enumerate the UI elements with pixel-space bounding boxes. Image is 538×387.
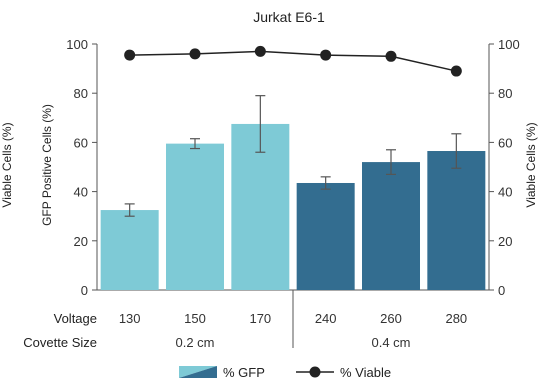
viable-point	[124, 49, 136, 61]
voltage-tick-labels: 130 150 170 240 260 280	[119, 311, 467, 326]
gfp-bar	[427, 151, 486, 290]
viable-line	[129, 50, 457, 72]
left-y-tick-label: 40	[74, 185, 88, 200]
right-y-tick-label: 100	[498, 37, 520, 52]
voltage-tick-label: 170	[249, 311, 271, 326]
viable-point	[385, 50, 397, 62]
cuvette-size-labels: 0.2 cm 0.4 cm	[175, 335, 410, 350]
chart-title: Jurkat E6-1	[253, 9, 325, 25]
viable-series	[124, 45, 462, 77]
cuvette-row-label: Covette Size	[23, 335, 97, 350]
right-y-axis-title: Viable Cells (%)	[524, 122, 538, 207]
left-y-tick-label: 20	[74, 234, 88, 249]
gfp-bars	[100, 123, 486, 290]
right-y-tick-label: 60	[498, 135, 512, 150]
viable-point	[320, 49, 332, 61]
legend-gfp-label: % GFP	[223, 365, 265, 380]
legend: % GFP % Viable	[179, 365, 391, 380]
voltage-tick-label: 260	[380, 311, 402, 326]
left-y-tick-label: 0	[81, 283, 88, 298]
legend-viable-label: % Viable	[340, 365, 391, 380]
cuvette-size-label: 0.4 cm	[371, 335, 410, 350]
legend-viable-marker	[309, 366, 321, 378]
left-y-tick-label: 100	[66, 37, 88, 52]
viable-point	[189, 48, 201, 60]
left-y-axis-title: GFP Positive Cells (%)	[40, 104, 54, 226]
voltage-row-label: Voltage	[54, 311, 97, 326]
viable-point	[450, 65, 462, 77]
legend-gfp-swatch-dark	[179, 366, 217, 378]
gfp-error-bars	[124, 95, 462, 217]
voltage-tick-label: 130	[119, 311, 141, 326]
left-y-axis-title-outer: Viable Cells (%)	[0, 122, 14, 207]
viable-point	[254, 45, 266, 57]
left-y-tick-label: 80	[74, 86, 88, 101]
gfp-bar	[296, 182, 355, 290]
right-y-tick-label: 0	[498, 283, 505, 298]
right-y-tick-label: 40	[498, 185, 512, 200]
voltage-tick-label: 150	[184, 311, 206, 326]
right-y-tick-label: 20	[498, 234, 512, 249]
gfp-bar	[100, 210, 159, 290]
cuvette-size-label: 0.2 cm	[175, 335, 214, 350]
right-y-tick-label: 80	[498, 86, 512, 101]
left-y-ticks: 0 20 40 60 80 100	[66, 37, 97, 298]
right-y-ticks: 0 20 40 60 80 100	[489, 37, 520, 298]
voltage-tick-label: 280	[445, 311, 467, 326]
voltage-tick-label: 240	[315, 311, 337, 326]
left-y-tick-label: 60	[74, 135, 88, 150]
gfp-bar	[362, 162, 420, 290]
gfp-bar	[166, 143, 224, 290]
